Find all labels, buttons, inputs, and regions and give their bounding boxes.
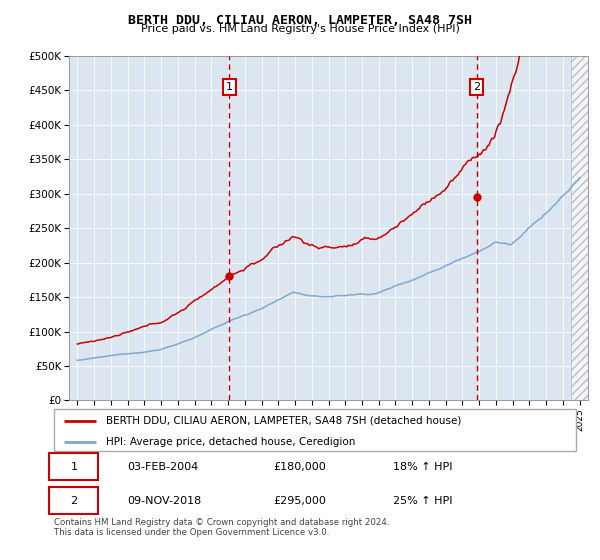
Text: £295,000: £295,000 — [273, 496, 326, 506]
Text: 18% ↑ HPI: 18% ↑ HPI — [394, 461, 453, 472]
Text: Price paid vs. HM Land Registry's House Price Index (HPI): Price paid vs. HM Land Registry's House … — [140, 24, 460, 34]
Text: 2: 2 — [70, 496, 77, 506]
Text: 2: 2 — [473, 82, 480, 92]
FancyBboxPatch shape — [54, 409, 576, 451]
Text: 1: 1 — [70, 461, 77, 472]
Text: BERTH DDU, CILIAU AERON, LAMPETER, SA48 7SH (detached house): BERTH DDU, CILIAU AERON, LAMPETER, SA48 … — [106, 416, 461, 426]
Text: HPI: Average price, detached house, Ceredigion: HPI: Average price, detached house, Cere… — [106, 437, 356, 446]
Text: 09-NOV-2018: 09-NOV-2018 — [127, 496, 202, 506]
Text: BERTH DDU, CILIAU AERON, LAMPETER, SA48 7SH: BERTH DDU, CILIAU AERON, LAMPETER, SA48 … — [128, 14, 472, 27]
Text: Contains HM Land Registry data © Crown copyright and database right 2024.
This d: Contains HM Land Registry data © Crown c… — [54, 518, 389, 538]
FancyBboxPatch shape — [49, 453, 98, 480]
Text: 25% ↑ HPI: 25% ↑ HPI — [394, 496, 453, 506]
Bar — [571, 56, 588, 400]
FancyBboxPatch shape — [49, 487, 98, 514]
Text: 1: 1 — [226, 82, 233, 92]
Text: 03-FEB-2004: 03-FEB-2004 — [127, 461, 199, 472]
Text: £180,000: £180,000 — [273, 461, 326, 472]
